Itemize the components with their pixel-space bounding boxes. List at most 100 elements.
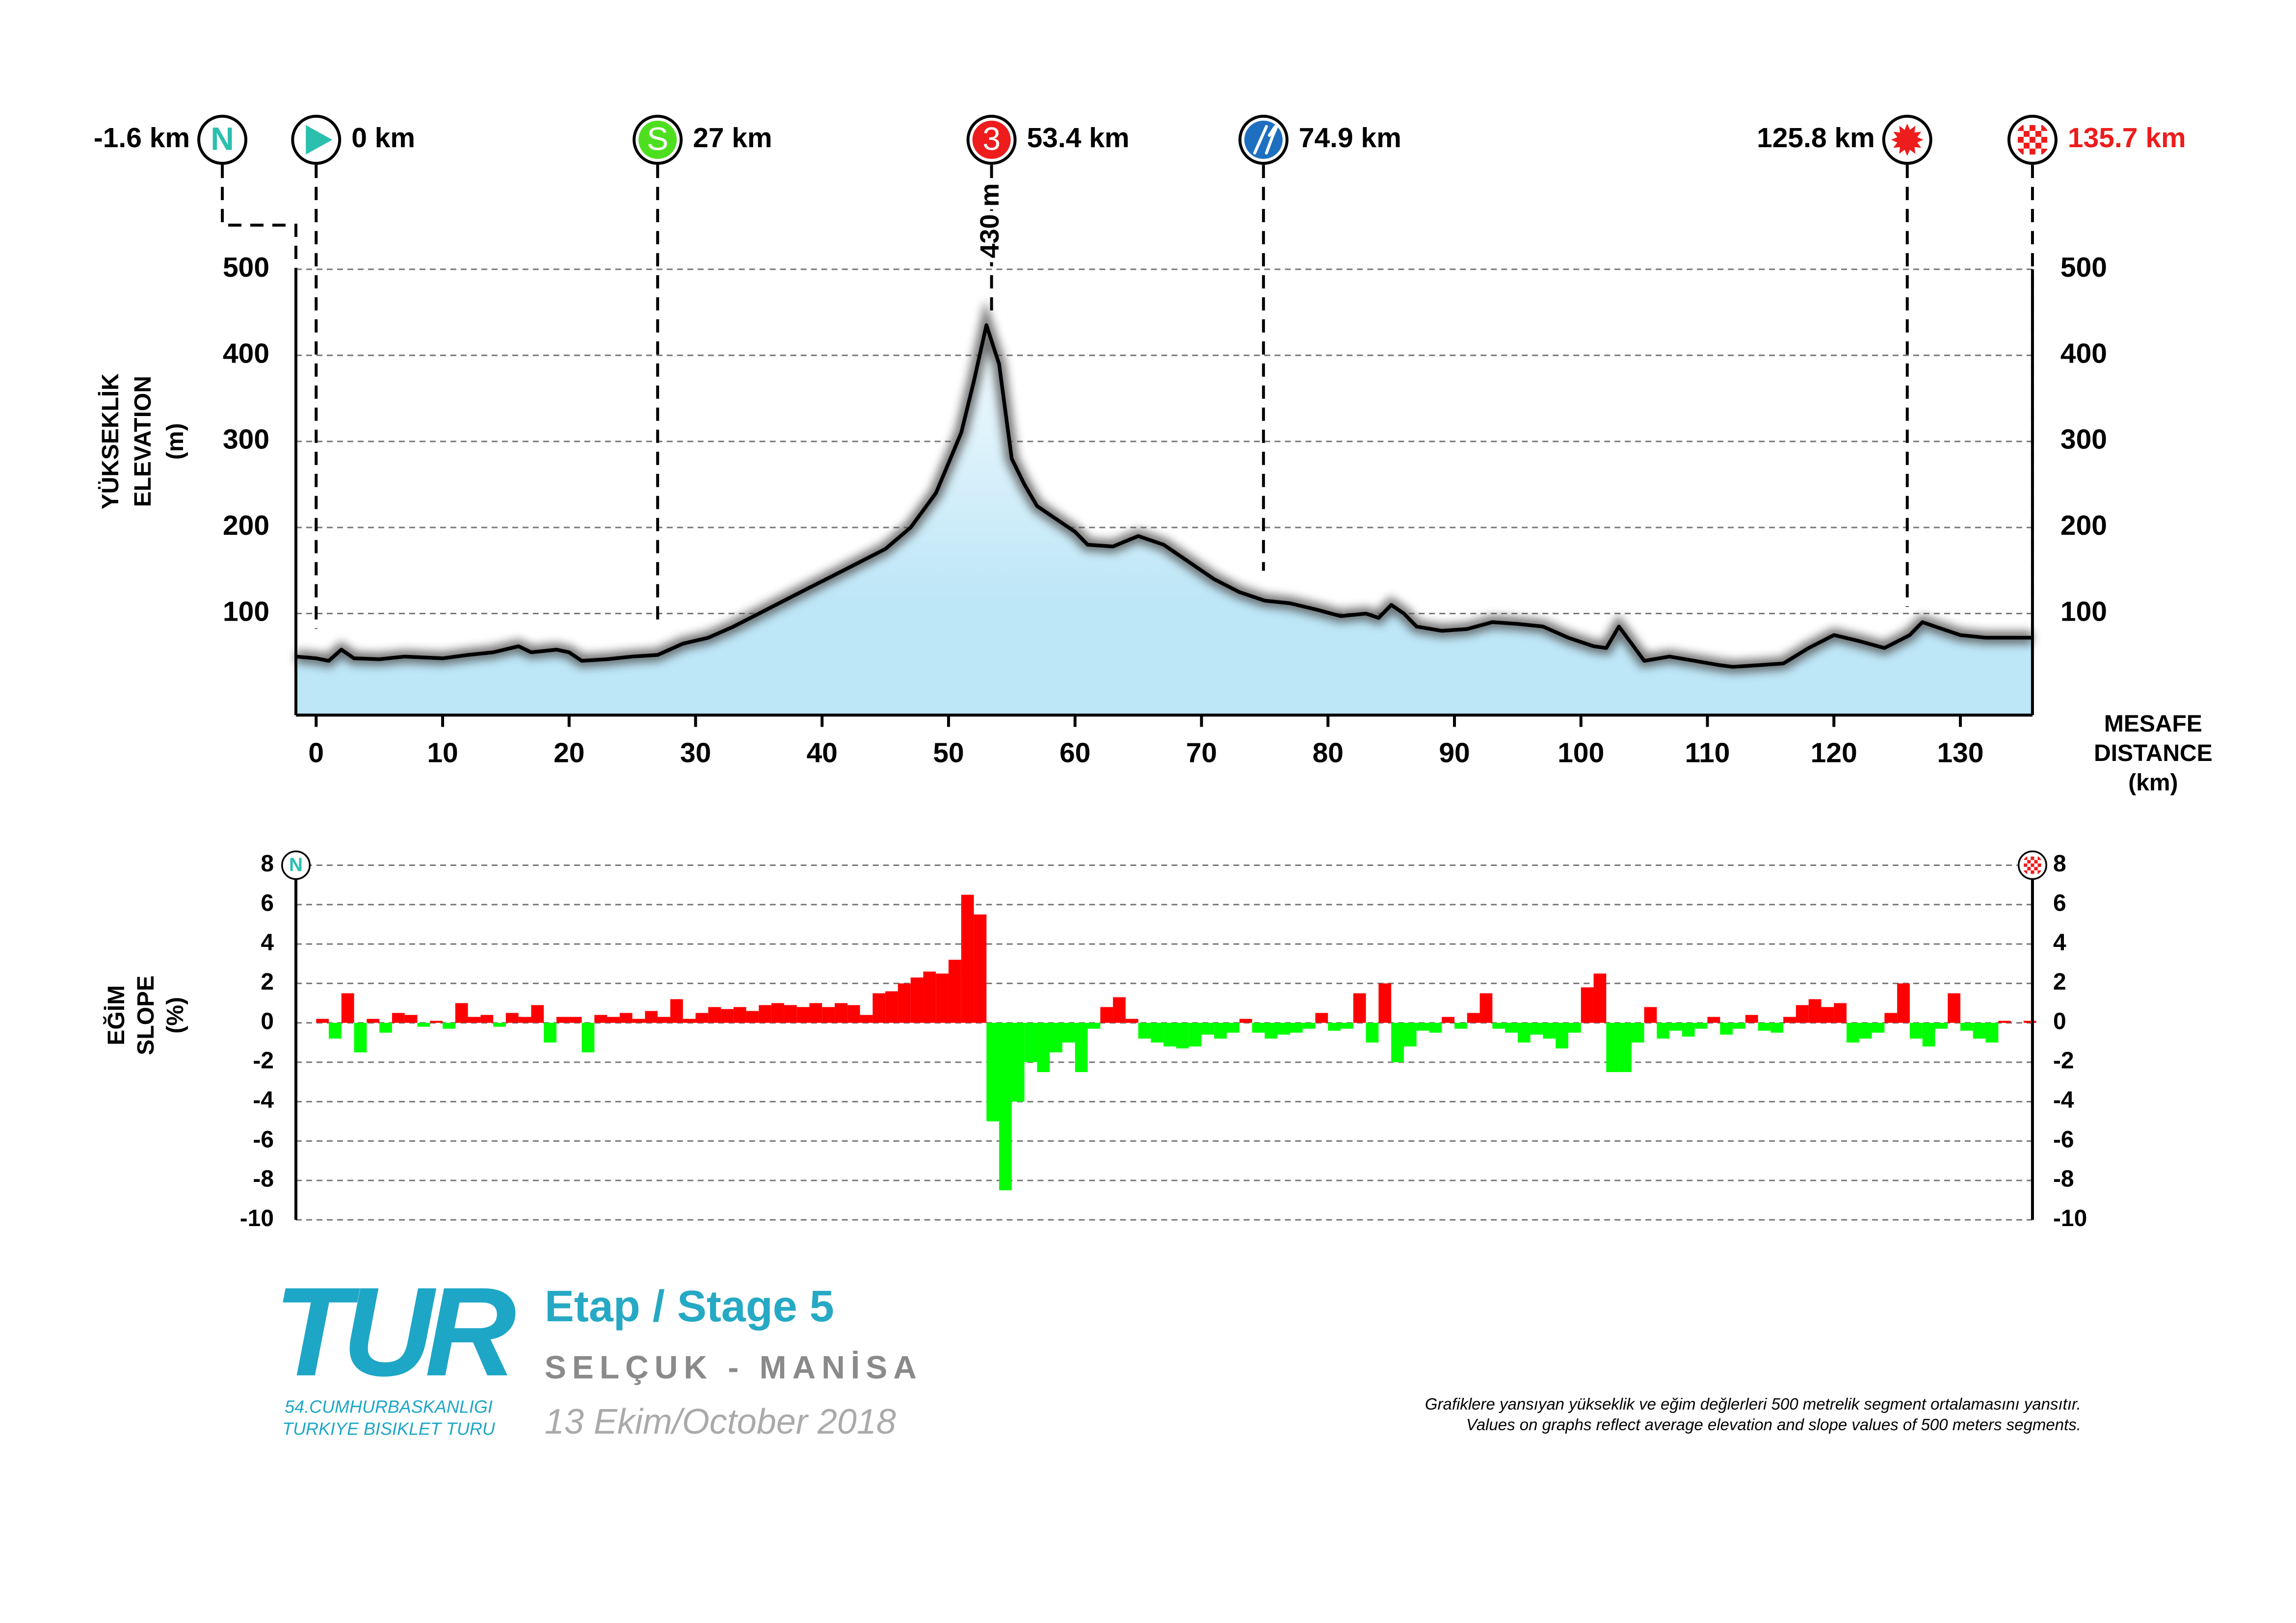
slope-bar <box>1429 1022 1442 1033</box>
checker-cell <box>2035 148 2041 155</box>
slope-bar <box>872 993 886 1023</box>
x-axis-title: MESAFE <box>2104 711 2202 737</box>
y-tick-label: 2 <box>2053 969 2066 995</box>
checker-cell <box>2024 856 2028 860</box>
y-axis-title: YÜKSEKLİK <box>98 373 124 510</box>
slope-bar <box>1062 1022 1075 1043</box>
checker-cell <box>2023 125 2030 131</box>
x-tick-label: 0 <box>308 737 324 769</box>
checker-cell <box>2027 863 2031 867</box>
slope-bar <box>1227 1022 1240 1033</box>
slope-bar <box>443 1022 455 1029</box>
slope-bar <box>1694 1022 1708 1029</box>
slope-bar <box>949 960 961 1023</box>
slope-bar <box>1935 1022 1948 1029</box>
slope-bar <box>910 977 924 1023</box>
slope-bar <box>1606 1022 1619 1073</box>
slope-bar <box>1050 1022 1062 1052</box>
y-tick-label: 8 <box>2053 851 2066 877</box>
marker-icon <box>291 114 342 165</box>
slope-bar <box>379 1022 392 1033</box>
slope-bar <box>923 971 936 1023</box>
icon-letter: N <box>211 120 234 157</box>
marker-icon <box>1238 114 1289 165</box>
checker-cell <box>2034 870 2038 874</box>
slope-bar <box>670 999 683 1023</box>
checker-cell <box>2037 863 2041 867</box>
slope-bar <box>1011 1022 1025 1102</box>
marker-label: -1.6 km <box>94 122 190 154</box>
icon-letter: 3 <box>982 120 1001 157</box>
slope-bar <box>544 1022 556 1043</box>
y-tick-label: 400 <box>223 338 269 369</box>
checker-cell <box>2031 856 2034 860</box>
checker-cell <box>2029 125 2035 131</box>
checker-cell <box>2031 866 2034 871</box>
elevation-area <box>296 325 2032 715</box>
slope-bar <box>1505 1022 1518 1033</box>
slope-bar <box>733 1007 746 1023</box>
marker-label: 53.4 km <box>1027 122 1130 154</box>
checker-cell <box>2027 870 2031 874</box>
y-tick-label: 0 <box>2053 1008 2066 1034</box>
slope-bar <box>1543 1022 1556 1039</box>
checker-cell <box>2041 125 2047 131</box>
slope-bar <box>1821 1007 1834 1023</box>
logo-subtitle: 54.CUMHURBASKANLIGI <box>285 1397 493 1417</box>
checker-cell <box>2037 866 2041 871</box>
y-tick-label: 500 <box>223 252 269 283</box>
x-tick-label: 130 <box>1937 737 1984 769</box>
y-tick-label: 100 <box>223 596 269 628</box>
x-tick-label: 20 <box>554 737 584 769</box>
y-tick-label: 6 <box>2053 890 2066 916</box>
y-tick-label: 4 <box>261 930 274 956</box>
checker-cell <box>2041 148 2047 155</box>
checker-cell <box>2029 148 2035 155</box>
slope-bar <box>1442 1017 1455 1023</box>
slope-bar <box>645 1011 658 1023</box>
marker-label: 0 km <box>351 122 415 154</box>
y-axis-title: (%) <box>162 997 188 1034</box>
checker-cell <box>2023 148 2030 155</box>
slope-bar <box>1834 1003 1847 1023</box>
x-tick-label: 110 <box>1685 737 1730 769</box>
elevation-line <box>295 323 2032 669</box>
slope-bar <box>493 1022 506 1027</box>
peak-annotation: 430 m <box>975 183 1004 258</box>
checker-cell <box>2017 136 2024 143</box>
y-tick-label: 500 <box>2060 252 2107 283</box>
icon-face <box>638 120 677 159</box>
slope-bar <box>632 1019 645 1023</box>
slope-bar <box>1682 1022 1695 1037</box>
y-tick-label: 4 <box>2053 930 2066 956</box>
slope-bar <box>1037 1022 1050 1073</box>
y-axis-title: SLOPE <box>133 975 159 1055</box>
slope-bar <box>847 1005 860 1023</box>
slope-bar <box>1277 1022 1290 1035</box>
slope-bar <box>1795 1005 1809 1023</box>
slope-bar <box>1467 1013 1480 1023</box>
checker-cell <box>2037 860 2041 864</box>
slope-bar <box>974 914 987 1023</box>
slope-bar <box>1985 1022 1999 1043</box>
marker-label: 125.8 km <box>1757 122 1875 154</box>
slope-bar <box>1403 1022 1417 1047</box>
slope-bar <box>1201 1022 1214 1035</box>
slope-bar <box>1669 1022 1682 1031</box>
x-tick-label: 80 <box>1313 737 1344 769</box>
slope-bar <box>1315 1013 1328 1023</box>
x-axis-title: (km) <box>2128 770 2178 796</box>
slope-bar <box>1454 1022 1467 1029</box>
y-tick-label: 100 <box>2060 596 2107 628</box>
y-tick-label: -10 <box>2053 1205 2087 1231</box>
slope-bar <box>835 1003 847 1023</box>
slope-bar <box>1758 1022 1771 1031</box>
slope-bar <box>404 1015 418 1023</box>
checker-cell <box>2017 148 2024 155</box>
slope-bar <box>1847 1022 1859 1043</box>
checker-cell <box>2035 131 2041 137</box>
y-tick-label: 8 <box>261 851 274 877</box>
checker-cell <box>2017 125 2024 131</box>
checker-cell <box>2024 870 2028 874</box>
